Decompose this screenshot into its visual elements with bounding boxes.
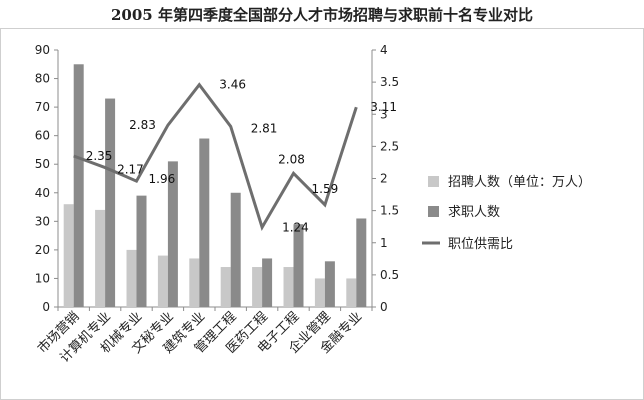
axes-layer: 010203040506070809000.511.522.533.54市场营销… bbox=[34, 43, 399, 366]
bar-recruitment bbox=[252, 267, 263, 307]
line-layer bbox=[73, 82, 358, 232]
y-tick-right-label: 1.5 bbox=[380, 204, 399, 218]
data-label-ratio: 3.46 bbox=[219, 78, 246, 92]
bar-recruitment bbox=[95, 209, 106, 307]
legend-label: 职位供需比 bbox=[448, 237, 513, 252]
data-label-ratio: 2.83 bbox=[129, 118, 156, 132]
y-tick-left-label: 0 bbox=[42, 300, 50, 314]
chart-title: 2005 年第四季度全国部分人才市场招聘与求职前十名专业对比 bbox=[111, 6, 533, 24]
data-label-ratio: 2.81 bbox=[251, 121, 278, 135]
y-tick-left-label: 90 bbox=[35, 43, 50, 57]
bar-applicants bbox=[230, 192, 241, 307]
y-tick-right-label: 3 bbox=[380, 107, 388, 121]
bar-recruitment bbox=[126, 249, 137, 307]
legend-label: 求职人数 bbox=[448, 205, 500, 220]
legend-swatch bbox=[428, 206, 439, 217]
bars-layer bbox=[63, 64, 367, 308]
data-label-ratio: 2.35 bbox=[86, 149, 113, 163]
data-label-ratio: 3.11 bbox=[370, 100, 397, 114]
data-label-ratio: 1.24 bbox=[282, 220, 309, 234]
y-tick-right-label: 0 bbox=[380, 300, 388, 314]
data-label-ratio: 2.08 bbox=[278, 152, 305, 166]
bar-applicants bbox=[105, 98, 116, 308]
y-tick-left-label: 80 bbox=[35, 72, 50, 86]
y-tick-right-label: 1 bbox=[380, 236, 388, 250]
bar-recruitment bbox=[314, 278, 325, 307]
bar-recruitment bbox=[346, 278, 357, 307]
bar-applicants bbox=[293, 224, 304, 307]
y-tick-left-label: 10 bbox=[35, 271, 50, 285]
bar-recruitment bbox=[63, 204, 74, 307]
bar-applicants bbox=[73, 64, 84, 308]
bar-recruitment bbox=[283, 267, 294, 307]
line-supply-demand-ratio bbox=[73, 82, 358, 232]
y-tick-left-label: 40 bbox=[35, 186, 50, 200]
y-tick-left-label: 70 bbox=[35, 100, 50, 114]
bar-applicants bbox=[356, 218, 367, 307]
data-label-ratio: 2.17 bbox=[117, 163, 144, 177]
bar-applicants bbox=[262, 258, 273, 307]
y-tick-right-label: 0.5 bbox=[380, 268, 399, 282]
data-label-ratio: 1.59 bbox=[312, 182, 339, 196]
y-tick-left-label: 50 bbox=[35, 157, 50, 171]
bar-applicants bbox=[324, 261, 335, 307]
y-tick-left-label: 30 bbox=[35, 214, 50, 228]
data-label-ratio: 1.96 bbox=[149, 172, 176, 186]
bar-recruitment bbox=[157, 255, 168, 307]
legend-swatch bbox=[428, 176, 439, 187]
bar-applicants bbox=[136, 195, 147, 307]
bar-applicants bbox=[199, 138, 210, 307]
labels-layer: 2.35 2.17 1.96 2.83 3.46 2.81 1.24 2.08 1.59 3.11 bbox=[86, 78, 397, 235]
legend-label: 招聘人数（单位：万人） bbox=[448, 175, 591, 190]
y-tick-right-label: 2 bbox=[380, 172, 388, 186]
bar-recruitment bbox=[220, 267, 231, 307]
y-tick-right-label: 3.5 bbox=[380, 75, 399, 89]
y-tick-right-label: 2.5 bbox=[380, 139, 399, 153]
y-tick-right-label: 4 bbox=[380, 43, 388, 57]
bar-applicants bbox=[167, 161, 178, 307]
y-tick-left-label: 60 bbox=[35, 129, 50, 143]
bar-recruitment bbox=[189, 258, 200, 307]
y-tick-left-label: 20 bbox=[35, 243, 50, 257]
